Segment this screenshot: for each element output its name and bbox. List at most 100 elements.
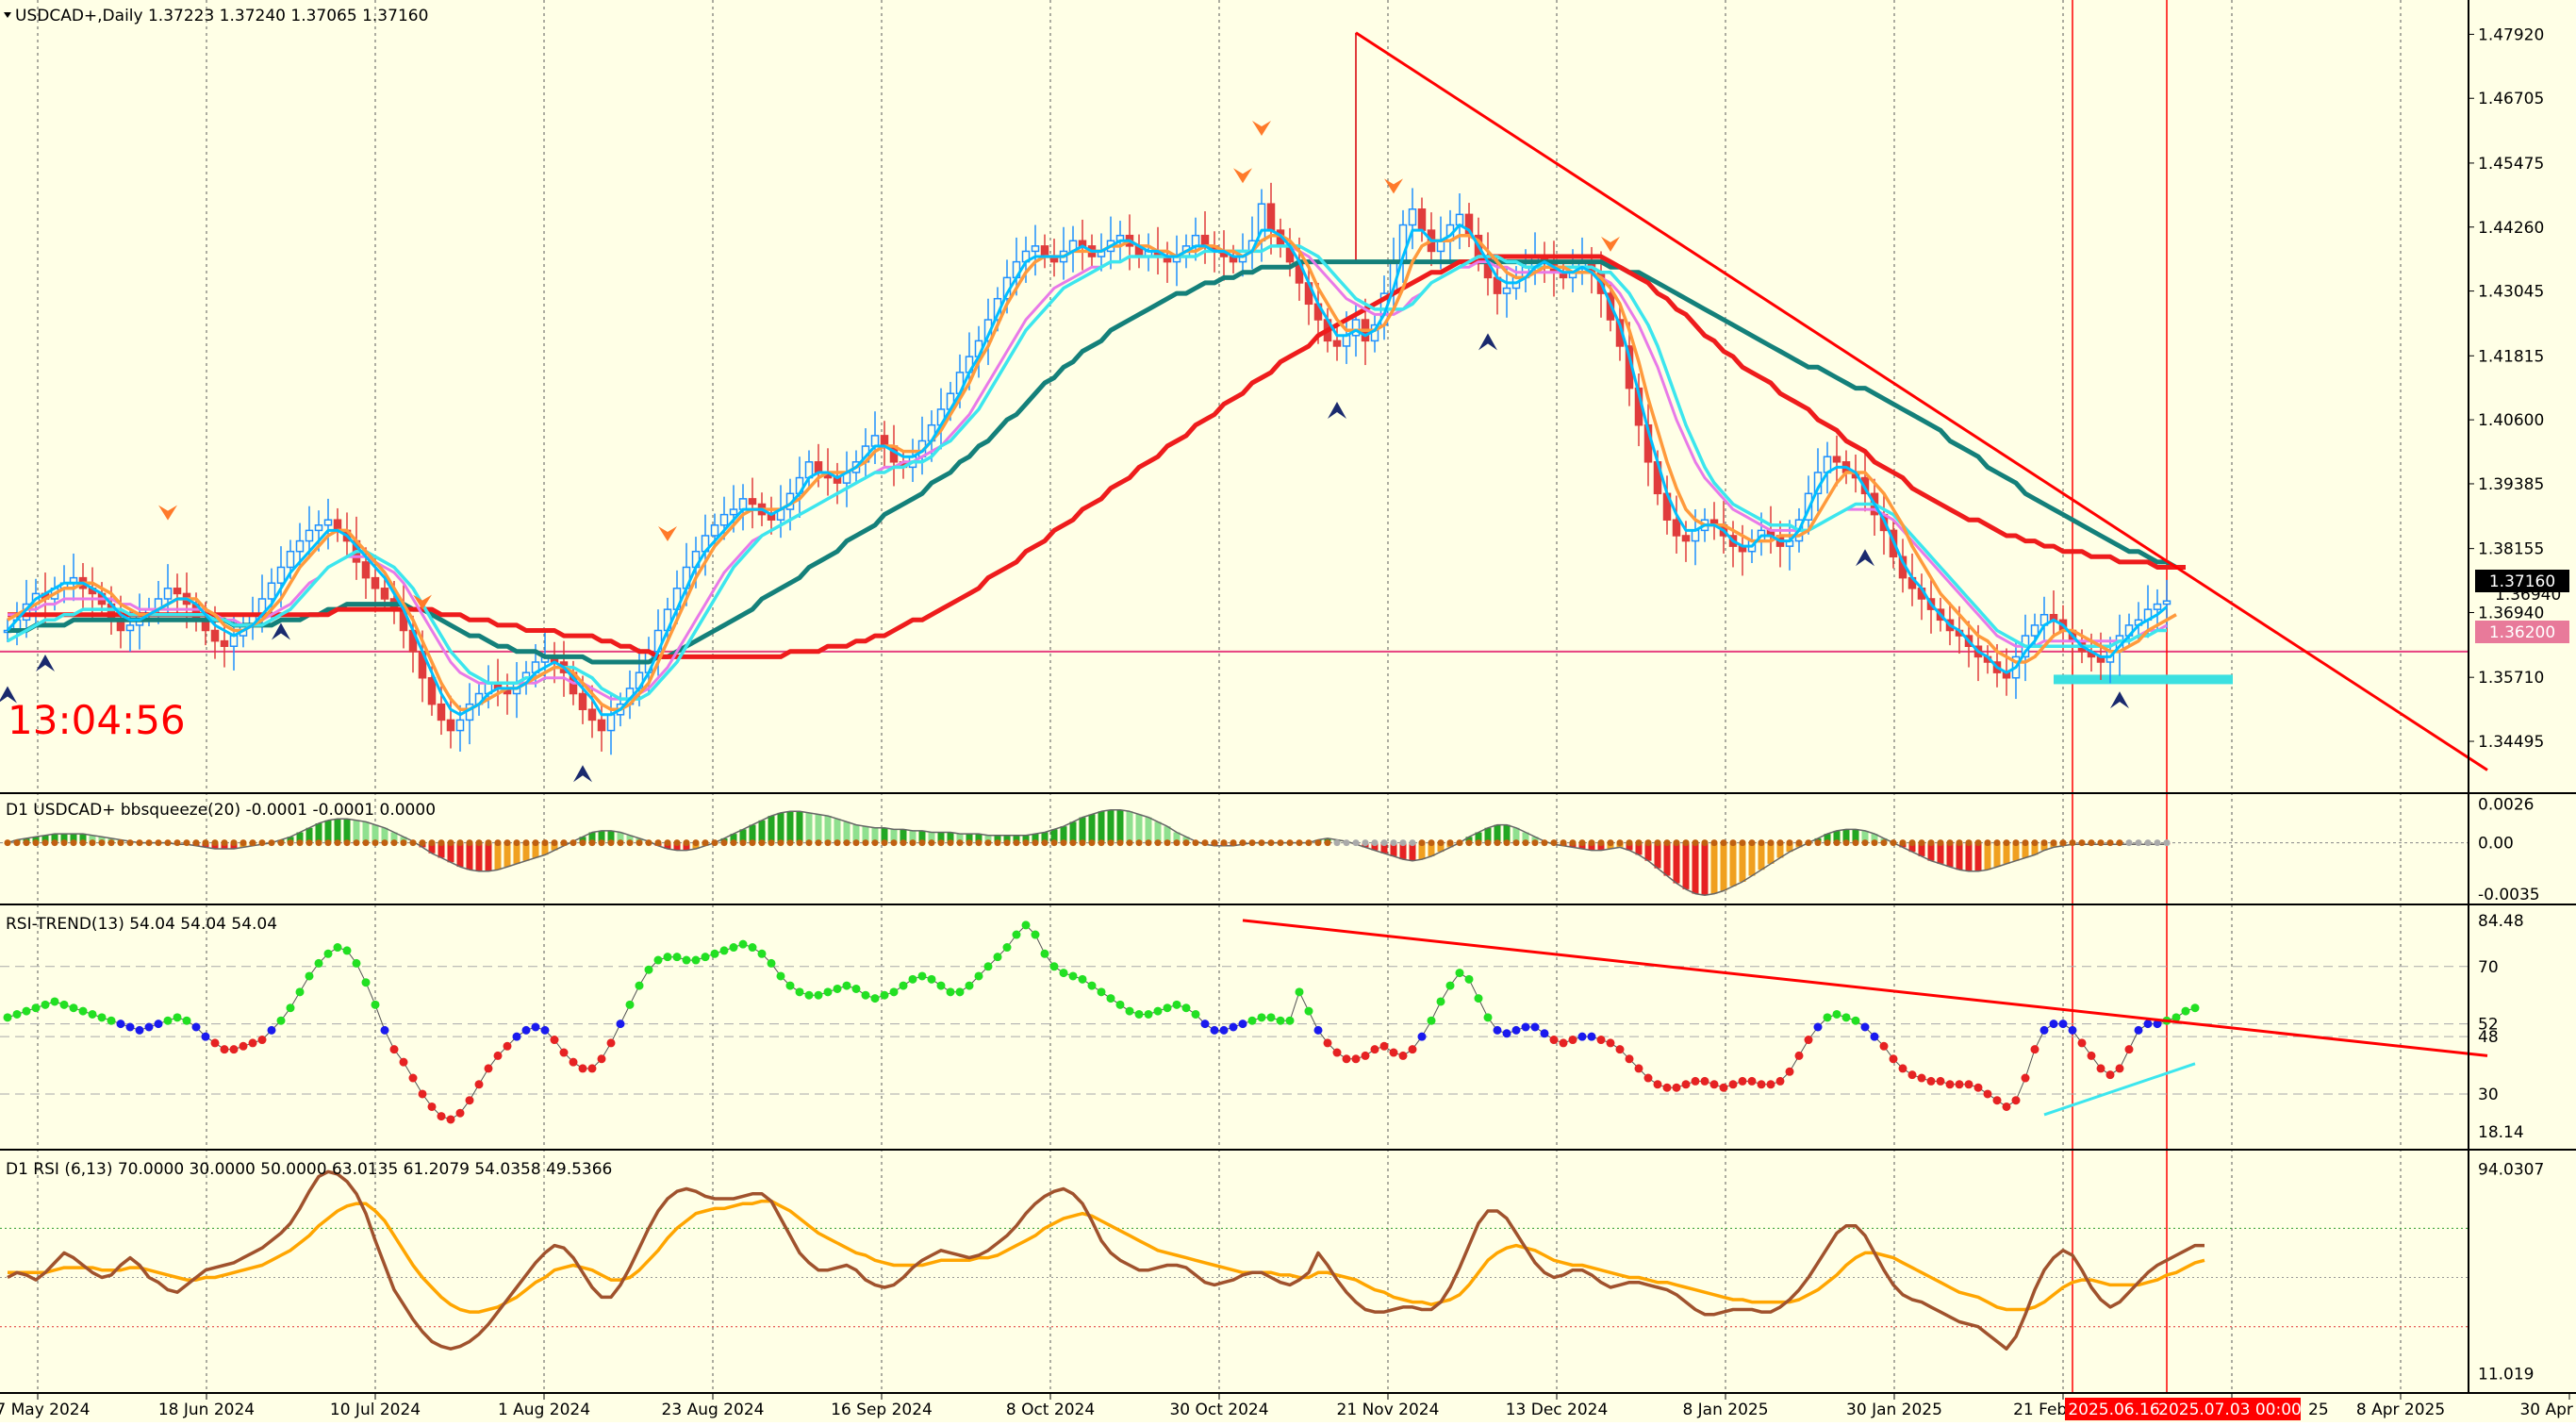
squeeze-dot — [32, 839, 40, 847]
price-tick-label: 1.40600 — [2478, 411, 2544, 430]
squeeze-bar — [1418, 842, 1426, 860]
rsi-trend-point — [691, 955, 701, 965]
squeeze-bar — [1145, 817, 1152, 843]
squeeze-bar — [1682, 842, 1690, 889]
candle-body — [606, 714, 616, 732]
time-axis[interactable]: 27 May 2024 18 Jun 2024 10 Jul 2024 1 Aug 2… — [0, 1394, 2576, 1420]
rsi-trend-point — [804, 990, 814, 1000]
rsi-trend-point — [399, 1057, 408, 1067]
candle-body — [361, 561, 371, 579]
bbsqueeze-panel[interactable] — [0, 808, 2469, 896]
rsi-trend-point — [625, 1000, 635, 1009]
squeeze-bar — [1654, 842, 1661, 869]
candle-body — [125, 624, 135, 632]
price-axis[interactable]: 1.47920 1.46705 1.45475 1.44260 1.43045 1.418… — [2469, 25, 2544, 1384]
bbsqueeze-header: D1 USDCAD+ bbsqueeze(20) -0.0001 -0.0001… — [6, 801, 436, 820]
squeeze-dot — [1956, 839, 1963, 847]
rsi-trend-point — [767, 958, 776, 968]
squeeze-bar — [626, 835, 634, 843]
squeeze-dot — [1201, 839, 1209, 847]
squeeze-bar — [1739, 842, 1746, 882]
rsi-trend-point — [352, 958, 361, 968]
collapse-triangle-icon[interactable] — [4, 12, 11, 18]
squeeze-bar — [1164, 826, 1171, 843]
squeeze-dot — [2022, 839, 2029, 847]
rsi-trend-point — [710, 949, 719, 958]
squeeze-dot — [1267, 839, 1275, 847]
squeeze-dot — [268, 839, 275, 847]
candle-body — [578, 692, 587, 710]
rsi-trend-point — [465, 1096, 474, 1105]
squeeze-dot — [1390, 839, 1397, 847]
squeeze-dot — [975, 839, 983, 847]
squeeze-bar — [1522, 832, 1529, 843]
squeeze-dot — [1324, 839, 1331, 847]
squeeze-bar — [41, 835, 49, 843]
rsi-trend-point — [12, 1009, 22, 1019]
squeeze-bar — [1644, 842, 1652, 861]
squeeze-bar — [1974, 842, 1982, 871]
squeeze-dot — [654, 839, 662, 847]
squeeze-dot — [1758, 839, 1765, 847]
squeeze-bar — [834, 819, 841, 843]
price-trendline — [1355, 31, 2488, 771]
candle-body — [220, 639, 229, 647]
rsi-trend-point — [1351, 1054, 1361, 1064]
squeeze-bar — [305, 827, 313, 843]
price-tick-label: 1.35710 — [2478, 669, 2544, 688]
squeeze-dot — [1908, 839, 1916, 847]
rsi-trend-point — [286, 1003, 295, 1013]
rsi-trend-point — [1238, 1020, 1247, 1029]
squeeze-bar — [1060, 826, 1067, 843]
squeeze-dot — [1050, 839, 1058, 847]
rsi-trend-point — [1794, 1051, 1804, 1060]
rsi-trend-point — [861, 990, 870, 1000]
squeeze-dot — [390, 839, 398, 847]
rsi-trend-point — [936, 981, 946, 990]
squeeze-dot — [1220, 839, 1228, 847]
candle-body — [1417, 208, 1427, 231]
price-tick-label: 1.38155 — [2478, 540, 2544, 559]
squeeze-dot — [1560, 839, 1567, 847]
rsi-trend-point — [955, 987, 965, 997]
price-panel[interactable] — [0, 0, 2488, 1392]
candle-body — [1681, 535, 1691, 542]
squeeze-bar — [768, 816, 775, 843]
squeeze-dot — [758, 839, 766, 847]
rsi-trend-point — [644, 965, 653, 974]
squeeze-dot — [852, 839, 860, 847]
squeeze-dot — [692, 839, 700, 847]
rsi-trend-point — [1691, 1076, 1700, 1086]
moving-averages — [6, 31, 2488, 771]
squeeze-dot — [381, 839, 388, 847]
rsi-panel[interactable] — [0, 1169, 2469, 1351]
squeeze-dot — [13, 839, 21, 847]
squeeze-dot — [598, 839, 605, 847]
rsi-trend-point — [1681, 1080, 1691, 1089]
indicator-tick-label: 0.00 — [2478, 835, 2514, 854]
candle-body — [1351, 319, 1361, 337]
squeeze-bar — [2031, 842, 2039, 855]
candle-body — [1342, 335, 1351, 347]
squeeze-bar — [900, 829, 907, 843]
rsi-trend-point — [1172, 1000, 1181, 1009]
squeeze-bar — [805, 812, 813, 843]
candle-body — [267, 582, 276, 600]
price-tick-label: 1.47920 — [2478, 25, 2544, 44]
squeeze-dot — [277, 839, 285, 847]
rsi-trend-point — [1502, 1029, 1511, 1038]
squeeze-dot — [1739, 839, 1746, 847]
rsi-trend-point — [927, 974, 936, 984]
rsi-trend-panel[interactable] — [0, 919, 2488, 1124]
rsi-trend-point — [1219, 1025, 1229, 1035]
squeeze-dot — [1164, 839, 1171, 847]
squeeze-dot — [607, 839, 615, 847]
squeeze-bar — [1720, 842, 1727, 891]
rsi-trend-point — [1587, 1032, 1596, 1041]
squeeze-bar — [966, 834, 973, 843]
rsi-trend-point — [1775, 1076, 1785, 1086]
squeeze-dot — [1663, 839, 1671, 847]
price-axis-markers: 1.37160 1.36940 1.36200 — [2475, 570, 2569, 643]
